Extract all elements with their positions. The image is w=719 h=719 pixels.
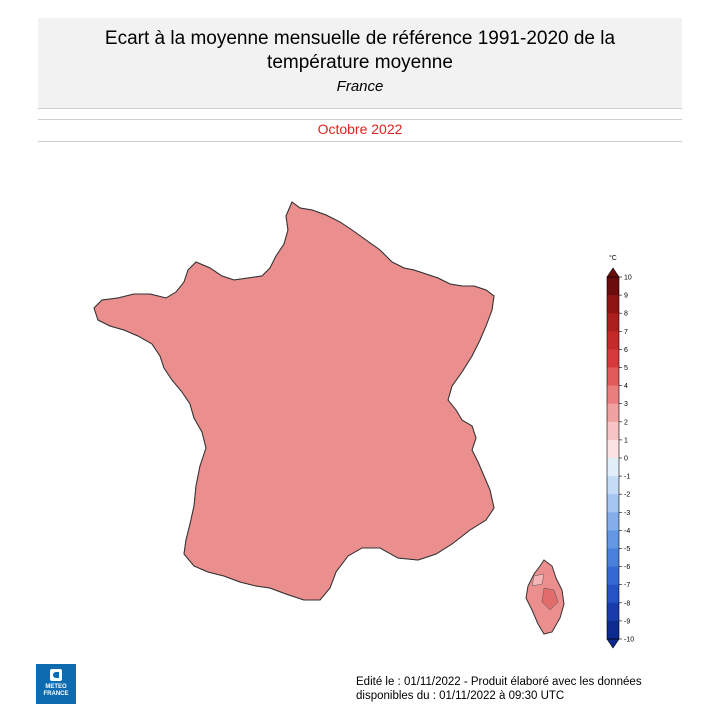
legend-tick-label: -9	[624, 618, 630, 625]
legend-tick-label: 2	[624, 419, 628, 426]
legend-segment	[607, 439, 619, 459]
legend-tick-label: 6	[624, 347, 628, 354]
legend-tick-label: 3	[624, 401, 628, 408]
legend-segment	[607, 295, 619, 314]
corsica	[525, 559, 565, 635]
map-title: Ecart à la moyenne mensuelle de référenc…	[38, 27, 682, 75]
legend-segment	[607, 421, 619, 441]
legend-unit: °C	[609, 255, 617, 262]
legend-tick-label: -3	[624, 510, 630, 517]
legend-tick-label: -8	[624, 600, 630, 607]
region-subtitle: France	[336, 78, 384, 95]
legend-segment	[607, 277, 619, 296]
meteo-france-logo: METEO FRANCE	[36, 664, 76, 704]
footer-line-1: Edité le : 01/11/2022 - Produit élaboré …	[356, 676, 642, 688]
legend-tick-label: 9	[624, 293, 628, 300]
legend-tick-label: -4	[624, 528, 630, 535]
mainland-france	[93, 201, 495, 601]
legend-segment	[607, 313, 619, 332]
legend-segment	[607, 548, 619, 568]
legend-segment	[607, 512, 619, 531]
legend-segment	[607, 584, 619, 604]
header-panel	[38, 18, 682, 109]
legend-tick-label: 10	[624, 275, 632, 282]
legend-tick-label: 8	[624, 311, 628, 318]
legend-tick-label: 7	[624, 329, 628, 336]
legend-tick-label: -2	[624, 492, 630, 499]
legend-max-arrow	[606, 267, 620, 278]
legend-tick-label: 5	[624, 365, 628, 372]
period-label: Octobre 2022	[317, 121, 403, 137]
legend-tick-label: -5	[624, 546, 630, 553]
legend-segment	[607, 367, 619, 387]
legend-segment	[607, 458, 619, 477]
legend-segment	[607, 530, 619, 549]
legend-tick-label: 0	[624, 456, 628, 463]
legend-segment	[607, 602, 619, 622]
meteo-france-logo-icon	[50, 669, 62, 681]
legend-segment	[607, 385, 619, 405]
legend-min-arrow	[606, 638, 620, 649]
title-line-2: température moyenne	[267, 52, 453, 73]
legend-segment	[607, 403, 619, 423]
legend-tick-label: 4	[624, 383, 628, 390]
legend-tick-label: 1	[624, 437, 628, 444]
footer-info: Edité le : 01/11/2022 - Produit élaboré …	[356, 675, 642, 703]
legend-segment	[607, 494, 619, 513]
legend-segment	[607, 476, 619, 495]
legend-tick-label: -10	[624, 637, 634, 644]
title-line-1: Ecart à la moyenne mensuelle de référenc…	[104, 28, 616, 49]
logo-line-1: METEO	[45, 684, 67, 690]
legend-tick-label: -1	[624, 474, 630, 481]
corsica-cool-coast	[531, 573, 545, 587]
legend-segment	[607, 566, 619, 586]
legend-tick-label: -6	[624, 564, 630, 571]
corsica-hotspot	[541, 587, 559, 611]
legend-segment	[607, 620, 619, 640]
legend-segment	[607, 331, 619, 350]
logo-line-2: FRANCE	[43, 691, 69, 697]
legend-tick-label: -7	[624, 582, 630, 589]
divider-bottom	[38, 141, 682, 142]
footer-line-2: disponibles du : 01/11/2022 à 09:30 UTC	[356, 690, 565, 702]
divider-top	[38, 119, 682, 120]
legend-segment	[607, 349, 619, 368]
